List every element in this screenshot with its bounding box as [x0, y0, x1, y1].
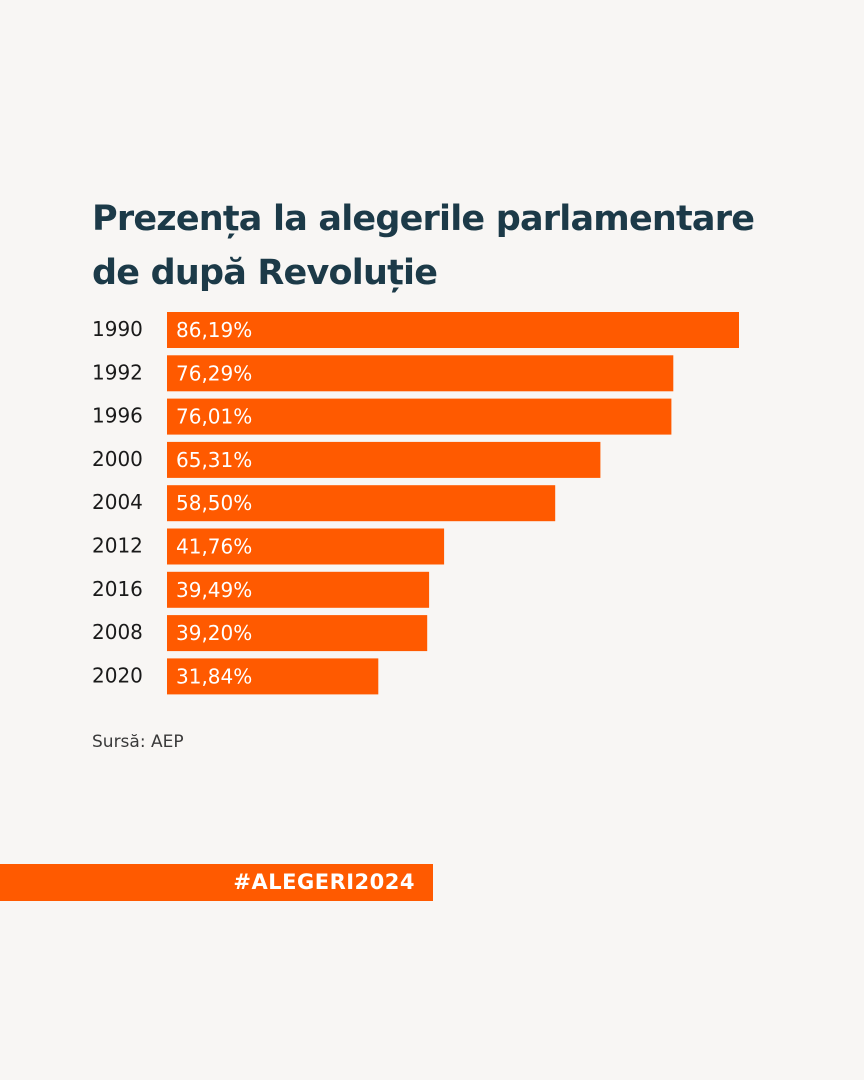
source-note: Sursă: AEP	[92, 732, 184, 752]
bar-2016	[167, 571, 430, 608]
year-label-2016: 2016	[92, 577, 143, 601]
bar-2020	[167, 658, 379, 695]
bar-1992	[167, 355, 674, 392]
value-label-2020: 31,84%	[176, 664, 252, 688]
value-label-1996: 76,01%	[176, 405, 252, 429]
value-label-2016: 39,49%	[176, 578, 252, 602]
value-label-2000: 65,31%	[176, 448, 252, 472]
year-label-2004: 2004	[92, 490, 143, 514]
year-label-1996: 1996	[92, 404, 143, 428]
hashtag-banner: #ALEGERI2024	[0, 864, 433, 901]
year-label-2008: 2008	[92, 620, 143, 644]
value-label-2012: 41,76%	[176, 535, 252, 559]
bar-1990	[167, 312, 739, 348]
year-label-2012: 2012	[92, 534, 143, 558]
value-label-2004: 58,50%	[176, 491, 252, 515]
bar-2008	[167, 615, 428, 652]
value-label-1992: 76,29%	[176, 361, 252, 385]
chart-title: Prezența la alegerile parlamentare de du…	[92, 192, 792, 300]
value-label-1990: 86,19%	[176, 318, 252, 342]
value-label-2008: 39,20%	[176, 621, 252, 645]
title-line-2: de după Revoluție	[92, 253, 438, 293]
bar-2004	[167, 485, 556, 522]
bar-2012	[167, 528, 445, 565]
year-label-2020: 2020	[92, 663, 143, 687]
bar-2000	[167, 441, 601, 478]
year-label-1990: 1990	[92, 317, 143, 341]
year-label-1992: 1992	[92, 360, 143, 384]
title-line-1: Prezența la alegerile parlamentare	[92, 199, 755, 239]
year-label-2000: 2000	[92, 447, 143, 471]
bar-1996	[167, 398, 672, 435]
hashtag-label: #ALEGERI2024	[233, 870, 415, 894]
